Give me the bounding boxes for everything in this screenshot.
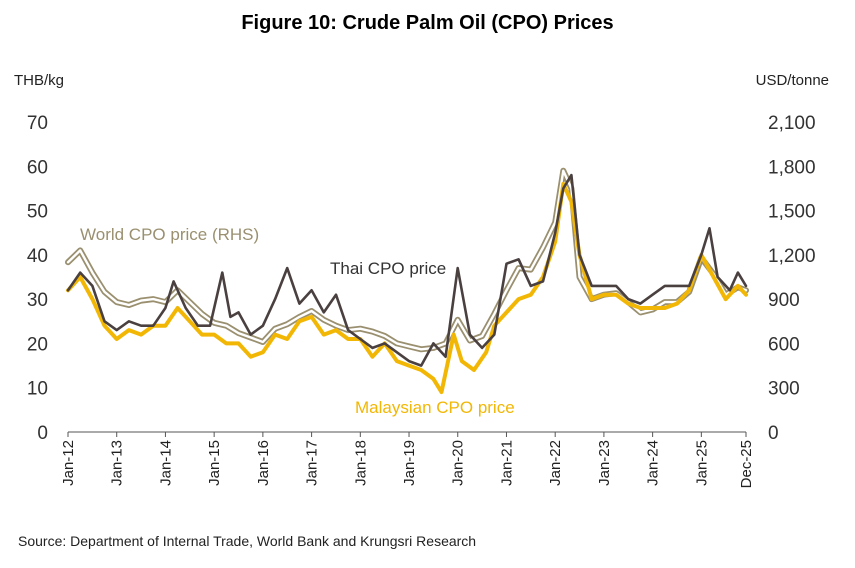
malaysian-cpo-price-line [66, 182, 748, 395]
series-label: Malaysian CPO price [355, 398, 515, 417]
x-tick-label: Dec-25 [738, 440, 755, 488]
right-y-tick-label: 0 [768, 423, 779, 444]
left-y-tick-label: 30 [27, 290, 48, 311]
source-note: Source: Department of Internal Trade, Wo… [18, 533, 477, 549]
left-y-tick-label: 50 [27, 202, 48, 223]
right-y-tick-label: 1,500 [768, 202, 816, 223]
chart-axes: 0 10 20 30 40 50 60 70 0 300 600 900 1,200 1,500 1,800… [27, 113, 816, 488]
chart-lines [65, 167, 749, 395]
x-tick-label: Jan-17 [304, 440, 321, 486]
left-y-tick-label: 0 [37, 423, 48, 444]
x-tick-label: Jan-21 [498, 440, 515, 486]
right-y-tick-label: 1,800 [768, 157, 816, 178]
left-y-tick-label: 40 [27, 246, 48, 267]
right-y-tick-label: 300 [768, 379, 800, 400]
right-y-tick-label: 2,100 [768, 113, 816, 134]
left-y-tick-label: 60 [27, 157, 48, 178]
x-tick-label: Jan-12 [60, 440, 77, 486]
chart-title: Figure 10: Crude Palm Oil (CPO) Prices [241, 12, 614, 34]
series-label: Thai CPO price [330, 259, 446, 278]
thai-cpo-price-line [66, 173, 748, 367]
x-tick-label: Jan-20 [450, 440, 467, 486]
left-axis-unit: THB/kg [14, 72, 65, 89]
x-tick-label: Jan-15 [206, 440, 223, 486]
left-y-tick-label: 70 [27, 113, 48, 134]
x-tick-label: Jan-18 [352, 440, 369, 486]
x-tick-label: Jan-14 [157, 440, 174, 486]
left-y-tick-label: 20 [27, 334, 48, 355]
x-tick-label: Jan-23 [596, 440, 613, 486]
x-tick-label: Jan-13 [109, 440, 126, 486]
right-y-tick-label: 900 [768, 290, 800, 311]
series-labels: World CPO price (RHS) Thai CPO price Malay… [80, 225, 515, 417]
x-tick-label: Jan-25 [693, 440, 710, 486]
x-tick-label: Jan-19 [401, 440, 418, 486]
right-y-tick-label: 1,200 [768, 246, 816, 267]
x-tick-label: Jan-22 [547, 440, 564, 486]
right-y-tick-label: 600 [768, 334, 800, 355]
right-axis-unit: USD/tonne [755, 72, 829, 89]
x-tick-label: Jan-16 [255, 440, 272, 486]
series-label: World CPO price (RHS) [80, 225, 259, 244]
left-y-tick-label: 10 [27, 379, 48, 400]
x-tick-label: Jan-24 [645, 440, 662, 486]
